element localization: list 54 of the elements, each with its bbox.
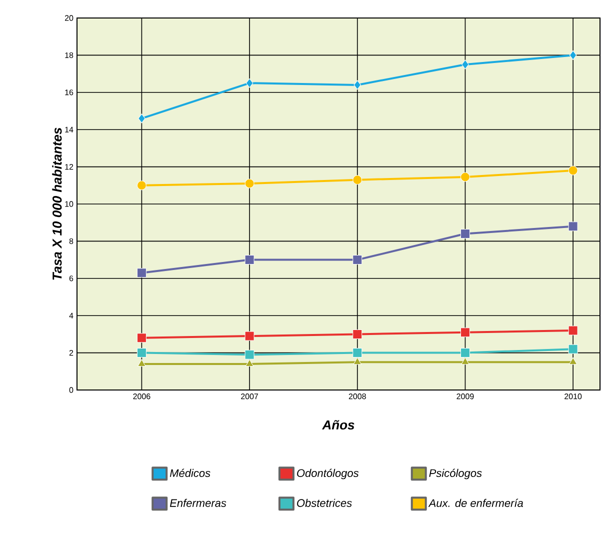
point — [568, 222, 578, 232]
x-tick-label: 2006 — [133, 394, 150, 400]
point — [138, 114, 146, 124]
x-tick-label: 2010 — [564, 394, 582, 400]
x-tick-label: 2007 — [241, 394, 258, 400]
point — [460, 328, 470, 338]
point — [460, 172, 470, 182]
y-tick-label: 10 — [65, 201, 74, 207]
point — [244, 331, 254, 341]
point — [568, 344, 578, 354]
point — [460, 229, 470, 239]
y-tick-label: 16 — [65, 90, 74, 96]
point — [461, 357, 470, 365]
legend-label: Enfermeras — [170, 498, 226, 507]
point — [136, 333, 146, 343]
y-tick-label: 6 — [69, 276, 74, 282]
point — [244, 350, 254, 360]
y-tick-label: 4 — [69, 312, 74, 318]
point — [568, 326, 578, 336]
point — [569, 50, 577, 60]
point — [352, 175, 362, 185]
y-tick-label: 20 — [64, 15, 74, 21]
y-tick-label: 0 — [69, 387, 74, 393]
x-axis-title: Años — [322, 420, 354, 430]
y-tick-label: 18 — [65, 52, 74, 58]
point — [245, 359, 254, 366]
point — [460, 348, 470, 358]
point — [353, 357, 362, 365]
y-tick-label: 8 — [69, 238, 74, 244]
point — [568, 357, 578, 365]
legend-label: Aux. de enfermería — [428, 498, 524, 508]
point — [354, 80, 361, 90]
y-tick-label: 14 — [65, 126, 74, 132]
y-tick-label: 12 — [65, 164, 74, 170]
x-tick-label: 2009 — [456, 394, 474, 400]
legend-label: Odontólogos — [297, 468, 359, 480]
y-tick-label: 2 — [69, 350, 74, 356]
legend-label: Psicólogos — [429, 468, 482, 480]
point — [136, 268, 146, 278]
point — [136, 180, 146, 190]
legend-label: Médicos — [170, 468, 210, 478]
point — [246, 78, 254, 88]
point — [462, 60, 469, 70]
point — [136, 348, 146, 358]
point — [568, 166, 578, 176]
point — [352, 348, 362, 358]
point — [352, 255, 362, 265]
point — [244, 255, 254, 265]
point — [138, 359, 146, 366]
x-tick-label: 2008 — [348, 394, 366, 400]
y-axis-title: Tasa X 10 000 habitantes — [52, 128, 62, 280]
legend-label: Obstetrices — [297, 498, 352, 507]
point — [352, 329, 362, 339]
point — [244, 178, 254, 188]
